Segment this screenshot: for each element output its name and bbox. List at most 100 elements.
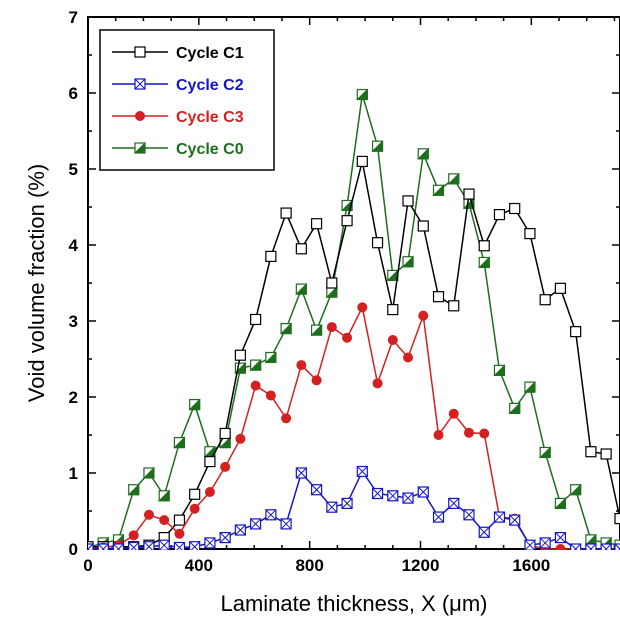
legend-entry: Cycle C0	[112, 141, 244, 158]
series-cycle-c2	[88, 465, 620, 550]
y-axis-title: Void volume fraction (%)	[24, 164, 49, 402]
legend-marker	[133, 141, 146, 154]
data-point	[295, 467, 307, 479]
data-point	[555, 544, 566, 550]
data-point	[417, 486, 429, 498]
data-point	[584, 533, 597, 546]
data-point	[173, 436, 186, 449]
data-point	[234, 349, 246, 361]
data-point	[250, 313, 262, 326]
data-point	[538, 446, 551, 459]
data-point	[158, 539, 170, 550]
data-point	[585, 543, 597, 550]
data-point	[250, 518, 262, 530]
data-point	[326, 322, 337, 333]
data-point	[432, 184, 445, 196]
data-point	[204, 487, 215, 497]
data-point	[128, 530, 139, 541]
legend-label: Cycle C0	[176, 141, 244, 158]
x-tick-label: 0	[83, 556, 92, 575]
data-point	[341, 497, 353, 509]
legend-entry: Cycle C3	[112, 109, 244, 126]
data-point	[386, 269, 399, 281]
data-point	[173, 514, 186, 526]
data-point	[310, 323, 323, 336]
data-point	[296, 360, 307, 371]
x-axis-title: Laminate thickness, X (μm)	[221, 591, 488, 616]
y-tick-label: 4	[69, 236, 79, 255]
legend-entry: Cycle C2	[112, 77, 244, 94]
data-point	[403, 352, 414, 363]
data-point	[310, 484, 323, 496]
series-line	[88, 94, 620, 549]
data-point	[218, 436, 231, 449]
data-point	[539, 537, 551, 549]
data-point	[234, 524, 246, 536]
data-point	[387, 490, 399, 502]
data-point	[524, 228, 536, 240]
data-point	[188, 398, 201, 411]
data-point	[448, 300, 460, 312]
data-point	[554, 497, 567, 509]
legend-marker	[135, 111, 145, 121]
data-point	[249, 358, 262, 371]
data-point	[356, 88, 368, 101]
legend-label: Cycle C1	[176, 45, 244, 62]
data-point	[508, 402, 521, 414]
data-point	[600, 448, 612, 460]
x-tick-label: 800	[295, 556, 323, 575]
data-point	[280, 207, 292, 219]
data-point	[128, 541, 140, 550]
data-point	[463, 509, 475, 521]
data-point	[539, 294, 551, 306]
data-point	[614, 512, 620, 525]
data-point	[432, 291, 445, 303]
data-point	[493, 364, 506, 376]
data-point	[357, 302, 368, 313]
data-point	[387, 335, 398, 345]
data-point	[219, 531, 231, 544]
data-point	[554, 282, 567, 294]
data-point	[295, 243, 307, 255]
data-point	[204, 537, 216, 549]
x-tick-label: 1200	[402, 556, 440, 575]
data-point	[310, 218, 323, 230]
data-point	[371, 237, 384, 249]
data-point	[264, 351, 277, 364]
data-point	[97, 543, 109, 550]
y-tick-label: 0	[69, 540, 78, 559]
data-point	[265, 250, 277, 262]
data-point	[127, 483, 140, 496]
data-point	[280, 518, 292, 530]
data-point	[432, 511, 445, 523]
data-point	[371, 487, 384, 500]
data-point	[265, 509, 277, 521]
data-point	[356, 155, 368, 167]
legend-marker	[134, 78, 146, 90]
data-point	[142, 466, 155, 479]
data-point	[387, 304, 399, 316]
data-point	[220, 461, 231, 472]
data-point	[417, 220, 429, 232]
legend-box	[99, 29, 275, 171]
y-tick-label: 6	[69, 84, 78, 103]
data-point	[189, 541, 201, 550]
data-point	[463, 188, 475, 200]
data-point	[325, 285, 338, 298]
data-point	[478, 256, 490, 269]
data-point	[356, 465, 368, 478]
x-tick-label: 400	[185, 556, 213, 575]
legend: Cycle C1 Cycle C2 Cycle C3 Cycle C0	[99, 29, 275, 171]
data-point	[524, 539, 536, 550]
y-tick-label: 5	[69, 160, 78, 179]
data-point	[401, 255, 414, 268]
data-point	[88, 543, 94, 550]
data-point	[295, 282, 307, 295]
data-point	[265, 390, 276, 401]
data-point	[143, 509, 154, 520]
data-point	[478, 526, 490, 538]
data-point	[447, 172, 460, 185]
data-point	[189, 503, 200, 514]
y-tick-label: 2	[69, 388, 78, 407]
